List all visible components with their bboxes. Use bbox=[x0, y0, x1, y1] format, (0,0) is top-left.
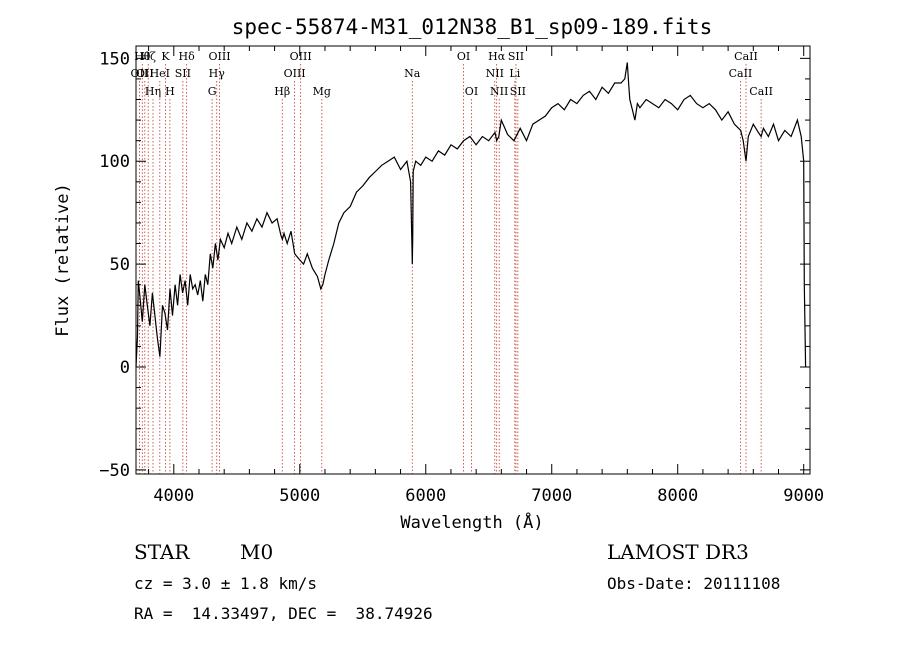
reference-line-label: OII bbox=[131, 67, 149, 80]
reference-line-label: OI bbox=[465, 85, 478, 98]
reference-line-label: Hζ bbox=[140, 50, 156, 63]
x-tick-label: 6000 bbox=[405, 486, 446, 506]
x-tick-label: 7000 bbox=[531, 486, 572, 506]
reference-line-label: Mg bbox=[313, 85, 331, 98]
redshift-text: cz = 3.0 ± 1.8 km/s bbox=[134, 574, 318, 593]
y-tick-label: 50 bbox=[110, 255, 130, 275]
reference-line-label: OIII bbox=[284, 67, 306, 80]
reference-line-label: Na bbox=[404, 67, 421, 80]
reference-labels: OIIHθOIIHζHηHeIKHSIIHδGHγOIIIHβOIIIOIIIM… bbox=[131, 50, 773, 98]
reference-line-label: OII bbox=[136, 67, 154, 80]
reference-line-label: K bbox=[161, 50, 170, 63]
y-axis-ticks: −50 0 50 100 150 bbox=[99, 49, 810, 481]
y-tick-label: −50 bbox=[99, 461, 130, 481]
reference-line-label: H bbox=[165, 85, 175, 98]
reference-line-label: SII bbox=[510, 85, 526, 98]
reference-line-label: NII bbox=[490, 85, 508, 98]
reference-line-label: Hγ bbox=[209, 67, 226, 80]
reference-line-label: Hβ bbox=[274, 85, 290, 98]
reference-line-label: CaII bbox=[729, 67, 753, 80]
x-tick-label: 8000 bbox=[657, 486, 698, 506]
reference-line-label: Li bbox=[509, 67, 520, 80]
x-axis-label: Wavelength (Å) bbox=[400, 511, 543, 533]
obs-date-text: Obs-Date: 20111108 bbox=[607, 574, 781, 593]
reference-line-label: Hη bbox=[145, 85, 161, 98]
chart-title: spec-55874-M31_012N38_B1_sp09-189.fits bbox=[232, 15, 712, 39]
reference-line-label: SII bbox=[175, 67, 191, 80]
x-tick-label: 5000 bbox=[279, 486, 320, 506]
plot-frame bbox=[135, 45, 811, 475]
y-tick-label: 100 bbox=[99, 152, 130, 172]
x-tick-label: 9000 bbox=[783, 486, 824, 506]
reference-line-label: OI bbox=[457, 50, 470, 63]
reference-line-label: G bbox=[208, 85, 217, 98]
x-axis-ticks: 4000 5000 6000 7000 8000 9000 bbox=[148, 46, 824, 506]
reference-line-label: NII bbox=[486, 67, 504, 80]
reference-line-label: Hα bbox=[488, 50, 506, 63]
reference-lines bbox=[139, 64, 762, 474]
object-class: STAR bbox=[134, 540, 190, 564]
reference-line-label: Hδ bbox=[179, 50, 196, 63]
x-tick-label: 4000 bbox=[153, 486, 194, 506]
reference-line-label: OIII bbox=[208, 50, 230, 63]
y-axis-label: Flux (relative) bbox=[53, 183, 73, 337]
reference-line-label: SII bbox=[508, 50, 524, 63]
reference-line-label: CaII bbox=[734, 50, 758, 63]
survey-name: LAMOST DR3 bbox=[607, 540, 749, 564]
coords-text: RA = 14.33497, DEC = 38.74926 bbox=[134, 604, 433, 623]
object-subclass: M0 bbox=[240, 540, 274, 564]
reference-line-label: Hθ bbox=[134, 50, 151, 63]
y-tick-label: 150 bbox=[99, 49, 130, 69]
spectrum-series-line bbox=[135, 62, 807, 368]
y-tick-label: 0 bbox=[120, 358, 130, 378]
reference-line-label: OIII bbox=[290, 50, 312, 63]
reference-line-label: HeI bbox=[150, 67, 170, 80]
reference-line-label: CaII bbox=[749, 85, 773, 98]
